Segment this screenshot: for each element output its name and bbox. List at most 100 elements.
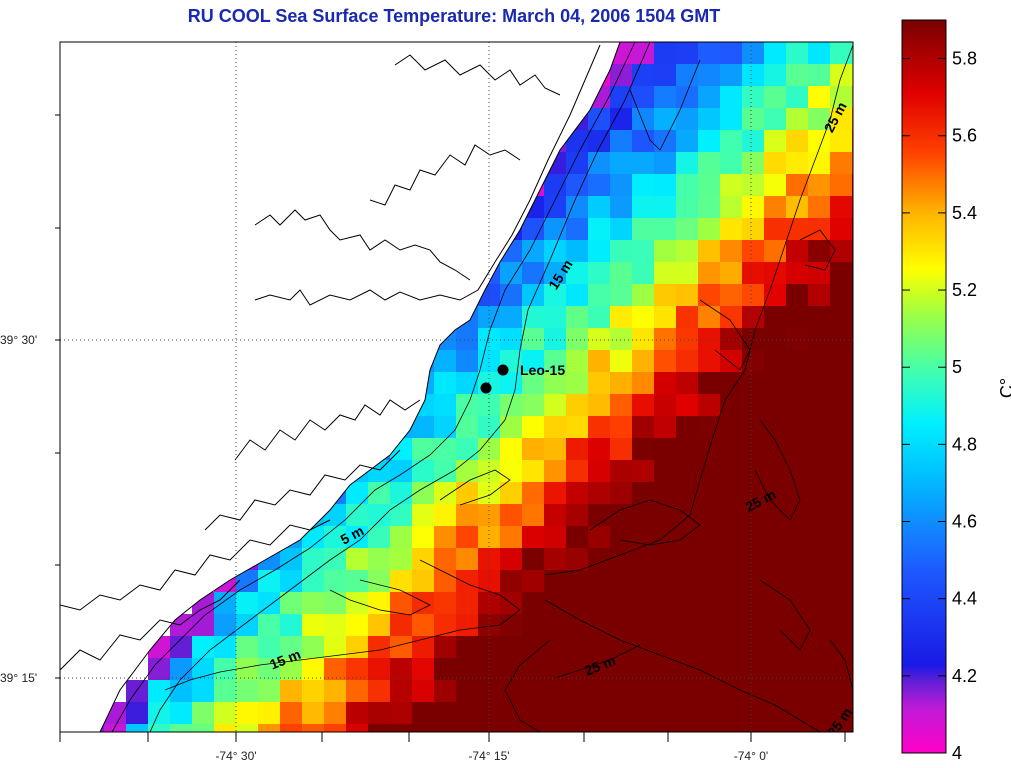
sst-cell xyxy=(412,592,435,615)
sst-cell xyxy=(654,680,677,703)
sst-cell xyxy=(148,658,171,681)
sst-cell xyxy=(566,570,589,593)
sst-cell xyxy=(610,262,633,285)
sst-cell xyxy=(632,306,655,329)
sst-cell xyxy=(720,152,743,175)
sst-cell xyxy=(764,130,787,153)
sst-cell xyxy=(324,658,347,681)
sst-cell xyxy=(698,394,721,417)
sst-cell xyxy=(522,438,545,461)
sst-cell xyxy=(742,592,765,615)
sst-cell xyxy=(610,504,633,527)
sst-cell xyxy=(258,614,281,637)
sst-cell xyxy=(258,702,281,725)
sst-cell xyxy=(830,130,853,153)
sst-cell xyxy=(390,592,413,615)
sst-cell xyxy=(280,636,303,659)
sst-cell xyxy=(830,504,853,527)
sst-cell xyxy=(808,86,831,109)
sst-cell xyxy=(808,504,831,527)
sst-cell xyxy=(500,394,523,417)
leo15-node-b[interactable] xyxy=(480,382,492,394)
sst-cell xyxy=(742,372,765,395)
sst-cell xyxy=(522,460,545,483)
leo15-node-a[interactable] xyxy=(497,364,509,376)
sst-cell xyxy=(852,614,853,637)
sst-cell xyxy=(544,504,567,527)
sst-cell xyxy=(808,460,831,483)
sst-cell xyxy=(588,438,611,461)
sst-cell xyxy=(852,64,853,87)
sst-cell xyxy=(478,548,501,571)
sst-cell xyxy=(830,196,853,219)
lon-label-740: -74° 0' xyxy=(734,749,768,763)
sst-cell xyxy=(764,416,787,439)
sst-cell xyxy=(258,592,281,615)
sst-cell xyxy=(830,284,853,307)
sst-cell xyxy=(522,350,545,373)
sst-cell xyxy=(676,328,699,351)
sst-cell xyxy=(742,130,765,153)
sst-cell xyxy=(786,394,809,417)
sst-cell xyxy=(412,416,435,439)
map-plot-area[interactable]: Leo-15 5 m 15 m 15 m 25 m 25 m 25 m 25 m xyxy=(60,42,875,747)
sst-cell xyxy=(830,724,853,732)
sst-cell xyxy=(808,64,831,87)
sst-cell xyxy=(456,680,479,703)
sst-cell xyxy=(610,328,633,351)
sst-cell xyxy=(544,636,567,659)
sst-cell xyxy=(830,372,853,395)
sst-cell xyxy=(852,108,853,131)
sst-cell xyxy=(434,460,457,483)
sst-cell xyxy=(830,152,853,175)
sst-cell xyxy=(258,724,281,732)
sst-cell xyxy=(830,394,853,417)
sst-cell xyxy=(698,504,721,527)
sst-cell xyxy=(214,592,237,615)
sst-cell xyxy=(852,724,853,732)
sst-cell xyxy=(742,482,765,505)
sst-cell xyxy=(610,548,633,571)
sst-cell xyxy=(720,218,743,241)
sst-cell xyxy=(654,614,677,637)
sst-cell xyxy=(676,548,699,571)
sst-cell xyxy=(676,570,699,593)
sst-cell xyxy=(346,614,369,637)
sst-cell xyxy=(126,680,149,703)
sst-cell xyxy=(522,218,545,241)
sst-cell xyxy=(632,152,655,175)
sst-cell xyxy=(852,130,853,153)
coastline xyxy=(60,42,621,732)
sst-cell xyxy=(412,526,435,549)
sst-cell xyxy=(698,218,721,241)
sst-cell xyxy=(588,262,611,285)
sst-cell xyxy=(566,636,589,659)
sst-cell xyxy=(786,570,809,593)
sst-cell xyxy=(786,152,809,175)
sst-cell xyxy=(764,42,787,65)
sst-cell xyxy=(654,460,677,483)
sst-cell xyxy=(588,174,611,197)
sst-cell xyxy=(522,372,545,395)
sst-cell xyxy=(610,108,633,131)
sst-cell xyxy=(764,174,787,197)
sst-cell xyxy=(786,504,809,527)
sst-cell xyxy=(742,702,765,725)
sst-cell xyxy=(786,86,809,109)
sst-cell xyxy=(786,614,809,637)
sst-cell xyxy=(720,636,743,659)
sst-cell xyxy=(786,416,809,439)
sst-cell xyxy=(456,614,479,637)
sst-cell xyxy=(566,152,589,175)
sst-cell xyxy=(522,548,545,571)
sst-cell xyxy=(588,130,611,153)
sst-cell xyxy=(808,614,831,637)
sst-cell xyxy=(236,702,259,725)
sst-cell xyxy=(588,460,611,483)
sst-cell xyxy=(588,548,611,571)
sst-cell xyxy=(698,350,721,373)
sst-cell xyxy=(544,350,567,373)
sst-cell xyxy=(544,548,567,571)
map-frame xyxy=(59,41,854,733)
sst-cell xyxy=(544,658,567,681)
